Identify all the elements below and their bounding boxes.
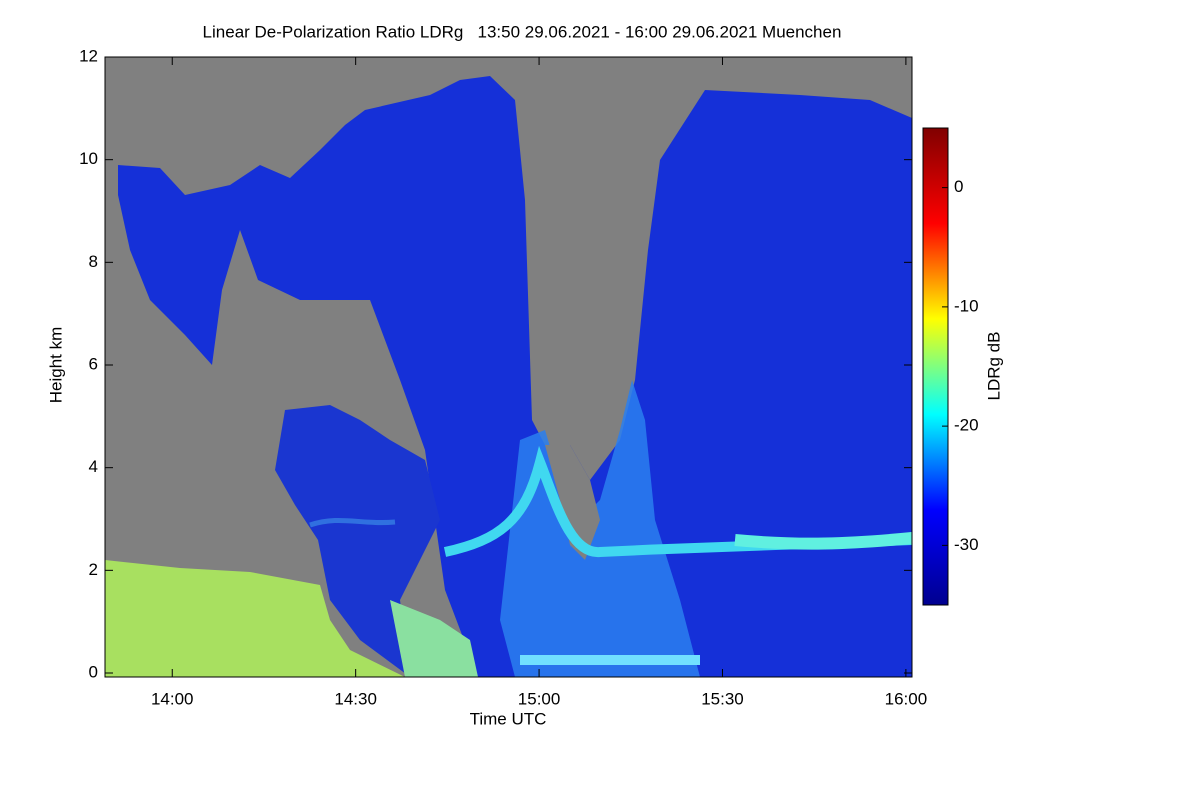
y-tick-label: 0 <box>89 662 98 681</box>
chart-title: Linear De-Polarization Ratio LDRg 13:50 … <box>203 22 842 41</box>
colorbar-tick-label: 0 <box>954 177 963 196</box>
y-tick-label: 6 <box>89 354 98 373</box>
echo-band <box>443 445 913 557</box>
colorbar-tick-label: -30 <box>954 535 979 554</box>
y-axis-label: Height km <box>46 327 65 404</box>
y-tick-label: 4 <box>89 457 98 476</box>
echo-region <box>105 560 405 677</box>
x-tick-label: 16:00 <box>885 689 928 708</box>
y-tick-label: 10 <box>79 149 98 168</box>
y-tick-label: 8 <box>89 252 98 271</box>
x-axis-label: Time UTC <box>470 709 547 728</box>
x-tick-label: 15:30 <box>701 689 744 708</box>
heatmap-image <box>105 76 913 677</box>
echo-band <box>734 532 913 550</box>
colorbar-label: LDRg dB <box>984 332 1003 401</box>
echo-band <box>309 517 396 528</box>
echo-region <box>545 445 600 560</box>
echo-region <box>118 76 912 677</box>
colorbar-tick-label: -10 <box>954 296 979 315</box>
y-tick-label: 2 <box>89 560 98 579</box>
plot-frame <box>104 56 913 678</box>
x-tick-label: 15:00 <box>518 689 561 708</box>
y-tick-label: 12 <box>79 46 98 65</box>
x-tick-label: 14:30 <box>334 689 377 708</box>
x-tick-label: 14:00 <box>151 689 194 708</box>
colorbar <box>922 127 949 606</box>
colorbar-tick-label: -20 <box>954 416 979 435</box>
echo-region <box>390 600 478 677</box>
